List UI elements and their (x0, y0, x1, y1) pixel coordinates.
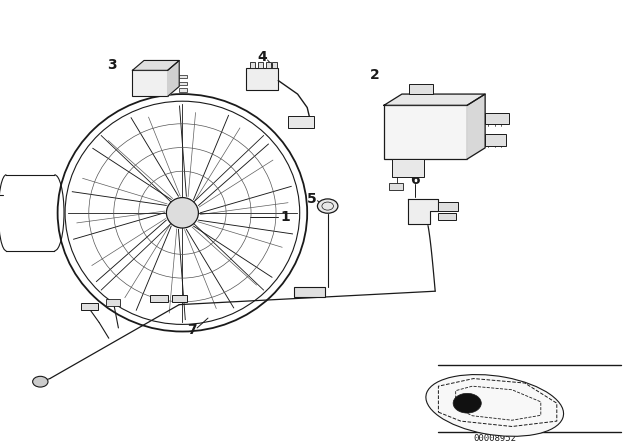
Bar (81, 303, 98, 310)
Bar (150, 295, 168, 302)
Text: 00008952: 00008952 (473, 434, 516, 443)
Circle shape (453, 393, 481, 413)
Text: 7: 7 (187, 323, 197, 337)
Bar (389, 183, 403, 190)
Bar (266, 62, 271, 68)
Bar (179, 88, 187, 92)
Circle shape (33, 376, 48, 387)
Bar (179, 82, 187, 85)
Polygon shape (132, 60, 179, 70)
Bar (132, 70, 168, 96)
Text: 1: 1 (280, 210, 290, 224)
Polygon shape (408, 199, 438, 224)
Polygon shape (168, 60, 179, 96)
Bar (179, 75, 187, 78)
Ellipse shape (166, 198, 198, 228)
Bar (384, 105, 467, 159)
Ellipse shape (426, 375, 564, 436)
Bar (438, 213, 456, 220)
Bar (409, 84, 433, 94)
Text: 4: 4 (257, 50, 268, 65)
Bar (172, 295, 187, 302)
Bar (106, 299, 120, 306)
Bar (294, 287, 325, 297)
Text: 6: 6 (410, 173, 420, 187)
Bar (288, 116, 314, 128)
Text: 2: 2 (369, 68, 380, 82)
Bar (485, 113, 509, 124)
Bar (438, 202, 458, 211)
Bar (246, 68, 278, 90)
Text: 3: 3 (107, 58, 117, 72)
Text: 5: 5 (307, 192, 317, 206)
Bar (272, 62, 277, 68)
Polygon shape (384, 94, 485, 105)
Bar (258, 62, 263, 68)
Bar (485, 134, 506, 146)
Bar (392, 159, 424, 177)
Bar (250, 62, 255, 68)
Ellipse shape (58, 94, 307, 332)
Polygon shape (467, 94, 485, 159)
Circle shape (317, 199, 338, 213)
